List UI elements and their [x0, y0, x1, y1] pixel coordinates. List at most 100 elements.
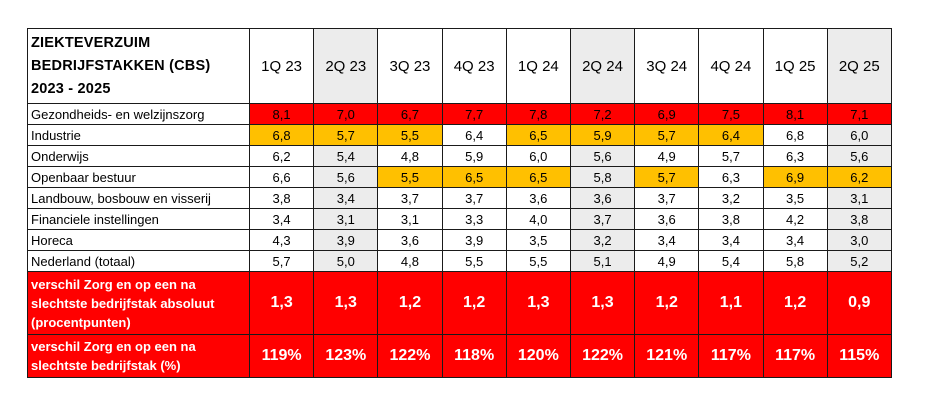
row-label[interactable]: Horeca	[27, 229, 250, 251]
value-cell[interactable]: 3,3	[441, 208, 507, 230]
value-cell[interactable]: 7,7	[441, 103, 507, 125]
value-cell[interactable]: 8,1	[762, 103, 828, 125]
value-cell[interactable]: 6,8	[248, 124, 315, 146]
value-cell[interactable]: 5,8	[569, 166, 636, 188]
summary-value-cell[interactable]: 1,2	[441, 271, 507, 335]
value-cell[interactable]: 3,6	[569, 187, 636, 209]
value-cell[interactable]: 6,2	[826, 166, 892, 188]
value-cell[interactable]: 3,7	[377, 187, 443, 209]
value-cell[interactable]: 5,9	[569, 124, 636, 146]
value-cell[interactable]: 3,9	[313, 229, 379, 251]
value-cell[interactable]: 3,4	[698, 229, 764, 251]
value-cell[interactable]: 5,7	[698, 145, 764, 167]
row-label[interactable]: Onderwijs	[27, 145, 250, 167]
summary-value-cell[interactable]: 122%	[569, 334, 636, 378]
value-cell[interactable]: 3,1	[826, 187, 892, 209]
quarter-header-2q-24[interactable]: 2Q 24	[569, 28, 636, 104]
value-cell[interactable]: 5,7	[634, 166, 700, 188]
value-cell[interactable]: 5,1	[569, 250, 636, 272]
summary-value-cell[interactable]: 121%	[634, 334, 700, 378]
value-cell[interactable]: 3,4	[313, 187, 379, 209]
value-cell[interactable]: 3,8	[248, 187, 315, 209]
value-cell[interactable]: 6,7	[377, 103, 443, 125]
value-cell[interactable]: 5,8	[762, 250, 828, 272]
value-cell[interactable]: 3,2	[698, 187, 764, 209]
summary-value-cell[interactable]: 120%	[505, 334, 571, 378]
value-cell[interactable]: 6,5	[505, 166, 571, 188]
value-cell[interactable]: 5,6	[313, 166, 379, 188]
value-cell[interactable]: 7,2	[569, 103, 636, 125]
value-cell[interactable]: 4,9	[634, 250, 700, 272]
value-cell[interactable]: 4,2	[762, 208, 828, 230]
summary-value-cell[interactable]: 115%	[826, 334, 892, 378]
summary-value-cell[interactable]: 0,9	[826, 271, 892, 335]
value-cell[interactable]: 4,8	[377, 145, 443, 167]
summary-value-cell[interactable]: 1,3	[569, 271, 636, 335]
value-cell[interactable]: 6,9	[634, 103, 700, 125]
value-cell[interactable]: 3,9	[441, 229, 507, 251]
value-cell[interactable]: 5,9	[441, 145, 507, 167]
value-cell[interactable]: 3,0	[826, 229, 892, 251]
value-cell[interactable]: 5,0	[313, 250, 379, 272]
value-cell[interactable]: 4,8	[377, 250, 443, 272]
row-label[interactable]: Nederland (totaal)	[27, 250, 250, 272]
value-cell[interactable]: 3,6	[634, 208, 700, 230]
summary-value-cell[interactable]: 1,3	[313, 271, 379, 335]
value-cell[interactable]: 3,7	[441, 187, 507, 209]
quarter-header-4q-23[interactable]: 4Q 23	[441, 28, 507, 104]
quarter-header-1q-25[interactable]: 1Q 25	[762, 28, 828, 104]
value-cell[interactable]: 5,6	[826, 145, 892, 167]
summary-value-cell[interactable]: 1,2	[634, 271, 700, 335]
summary-value-cell[interactable]: 123%	[313, 334, 379, 378]
value-cell[interactable]: 3,7	[634, 187, 700, 209]
value-cell[interactable]: 7,5	[698, 103, 764, 125]
value-cell[interactable]: 6,4	[441, 124, 507, 146]
value-cell[interactable]: 3,5	[505, 229, 571, 251]
value-cell[interactable]: 6,3	[762, 145, 828, 167]
value-cell[interactable]: 3,1	[377, 208, 443, 230]
summary-value-cell[interactable]: 1,1	[698, 271, 764, 335]
value-cell[interactable]: 5,7	[248, 250, 315, 272]
summary-value-cell[interactable]: 118%	[441, 334, 507, 378]
row-label[interactable]: Openbaar bestuur	[27, 166, 250, 188]
value-cell[interactable]: 5,5	[505, 250, 571, 272]
value-cell[interactable]: 6,8	[762, 124, 828, 146]
row-label[interactable]: Landbouw, bosbouw en visserij	[27, 187, 250, 209]
value-cell[interactable]: 6,4	[698, 124, 764, 146]
quarter-header-1q-24[interactable]: 1Q 24	[505, 28, 571, 104]
quarter-header-1q-23[interactable]: 1Q 23	[248, 28, 315, 104]
quarter-header-2q-25[interactable]: 2Q 25	[826, 28, 892, 104]
value-cell[interactable]: 7,8	[505, 103, 571, 125]
value-cell[interactable]: 3,6	[505, 187, 571, 209]
value-cell[interactable]: 3,6	[377, 229, 443, 251]
value-cell[interactable]: 6,5	[505, 124, 571, 146]
row-label[interactable]: Industrie	[27, 124, 250, 146]
value-cell[interactable]: 7,1	[826, 103, 892, 125]
value-cell[interactable]: 6,9	[762, 166, 828, 188]
value-cell[interactable]: 5,6	[569, 145, 636, 167]
value-cell[interactable]: 6,6	[248, 166, 315, 188]
quarter-header-4q-24[interactable]: 4Q 24	[698, 28, 764, 104]
value-cell[interactable]: 3,7	[569, 208, 636, 230]
value-cell[interactable]: 3,4	[762, 229, 828, 251]
summary-value-cell[interactable]: 1,3	[505, 271, 571, 335]
summary-label[interactable]: verschil Zorg en op een na slechtste bed…	[27, 334, 250, 378]
value-cell[interactable]: 6,0	[826, 124, 892, 146]
summary-value-cell[interactable]: 1,3	[248, 271, 315, 335]
value-cell[interactable]: 6,0	[505, 145, 571, 167]
summary-value-cell[interactable]: 117%	[762, 334, 828, 378]
value-cell[interactable]: 5,5	[441, 250, 507, 272]
value-cell[interactable]: 3,1	[313, 208, 379, 230]
value-cell[interactable]: 6,3	[698, 166, 764, 188]
summary-value-cell[interactable]: 119%	[248, 334, 315, 378]
value-cell[interactable]: 5,7	[313, 124, 379, 146]
value-cell[interactable]: 4,9	[634, 145, 700, 167]
quarter-header-3q-24[interactable]: 3Q 24	[634, 28, 700, 104]
value-cell[interactable]: 5,4	[698, 250, 764, 272]
row-label[interactable]: Gezondheids- en welzijnszorg	[27, 103, 250, 125]
value-cell[interactable]: 3,5	[762, 187, 828, 209]
summary-value-cell[interactable]: 1,2	[762, 271, 828, 335]
value-cell[interactable]: 6,2	[248, 145, 315, 167]
value-cell[interactable]: 6,5	[441, 166, 507, 188]
value-cell[interactable]: 5,5	[377, 124, 443, 146]
